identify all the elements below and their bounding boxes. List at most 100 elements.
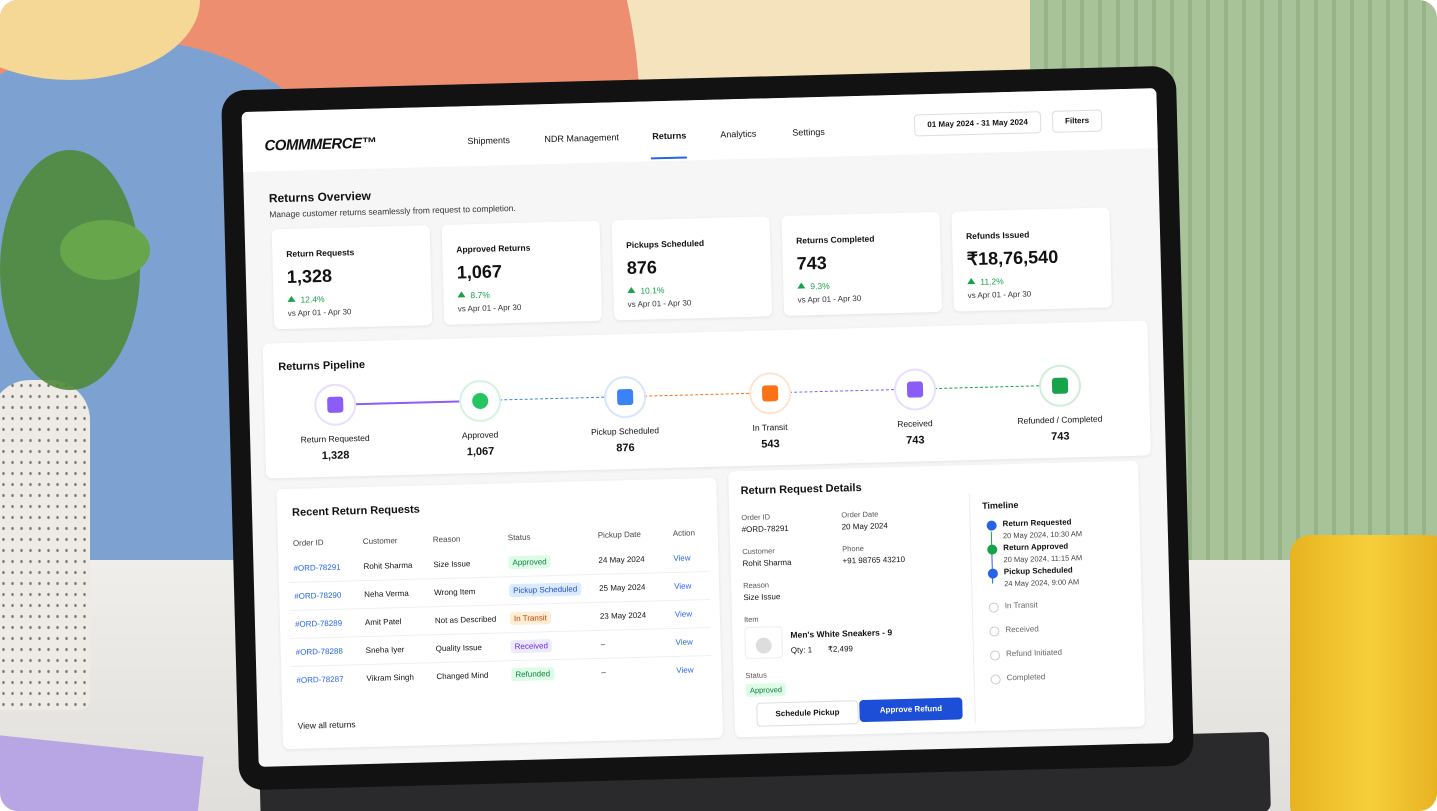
- item-image: [744, 626, 784, 660]
- kpi-change: 10.1%: [640, 285, 665, 296]
- kpi-compare: vs Apr 01 - Apr 30: [287, 307, 352, 318]
- timeline-label: Return Approved: [1003, 541, 1069, 553]
- timeline-label: Refund Initiated: [1005, 647, 1063, 659]
- status-badge: Refunded: [511, 667, 555, 682]
- kpi-label: Approved Returns: [456, 242, 531, 255]
- column-header: Action: [672, 528, 696, 538]
- field-value: +91 98765 43210: [842, 554, 906, 566]
- timeline-dot: [988, 602, 999, 613]
- pipeline-connector: [644, 392, 750, 397]
- order-link[interactable]: #ORD-78287: [296, 674, 344, 685]
- details-panel: Return Request Details Order ID #ORD-78291…: [728, 460, 1145, 738]
- stage-count: 743: [906, 434, 925, 447]
- timeline-time: 24 May 2024, 9:00 AM: [1004, 577, 1080, 589]
- timeline-label: Completed: [1006, 672, 1046, 683]
- row-divider: [288, 571, 709, 584]
- nav-item[interactable]: Shipments: [467, 135, 511, 147]
- pipeline-connector: [934, 385, 1040, 390]
- nav-item[interactable]: NDR Management: [544, 132, 620, 145]
- timeline-dot: [987, 544, 998, 555]
- row-divider: [289, 599, 710, 612]
- stage-label: Approved: [461, 429, 499, 441]
- kpi-card: Approved Returns 1,067 8.7% vs Apr 01 - Apr…: [441, 220, 603, 325]
- status-badge: In Transit: [509, 611, 551, 626]
- button[interactable]: Schedule Pickup: [756, 700, 859, 727]
- field-label: Status: [745, 670, 767, 681]
- section-title: Returns Overview: [268, 188, 372, 206]
- table-cell: Sneha Iyer: [365, 645, 405, 656]
- panel-title: Returns Pipeline: [278, 358, 366, 374]
- field-label: Order ID: [741, 512, 771, 523]
- timeline-dot: [989, 650, 1001, 661]
- column-header: Customer: [362, 536, 398, 547]
- stage-icon: [603, 375, 647, 419]
- timeline-dot: [986, 520, 997, 531]
- section-subtitle: Manage customer returns seamlessly from …: [269, 202, 516, 220]
- column-header: Order ID: [292, 538, 324, 548]
- laptop: COMMMERCE™ Shipments NDR Management Returns…: [221, 65, 1194, 791]
- timeline-dot: [990, 674, 1001, 685]
- item-name: Men's White Sneakers - 9: [790, 627, 893, 640]
- nav-item[interactable]: Analytics: [720, 128, 757, 140]
- column-header: Reason: [432, 534, 461, 545]
- kpi-value: 1,067: [456, 261, 503, 283]
- stage-count: 1,328: [321, 449, 350, 463]
- status-badge: Approved: [745, 683, 787, 698]
- pipeline-connector: [789, 389, 895, 393]
- kpi-change: 11.2%: [980, 276, 1004, 287]
- recent-panel: Recent Return Requests Order ID Customer Re…: [276, 477, 724, 750]
- mug: [1290, 535, 1437, 811]
- kpi-value: 876: [626, 257, 658, 279]
- panel-title: Return Request Details: [740, 481, 862, 498]
- stage-label: Received: [897, 418, 933, 430]
- nav-item[interactable]: Settings: [792, 126, 825, 138]
- timeline-label: Pickup Scheduled: [1003, 565, 1073, 577]
- stage-icon: [313, 383, 357, 427]
- kpi-arrow: [287, 295, 296, 302]
- column-header: Pickup Date: [597, 529, 642, 540]
- stage-icon: [748, 371, 792, 415]
- button[interactable]: Approve Refund: [859, 697, 963, 723]
- stage-count: 876: [616, 441, 635, 455]
- stage-label: In Transit: [752, 421, 788, 433]
- filters[interactable]: Filters: [1051, 109, 1103, 133]
- field-label: Phone: [842, 543, 865, 554]
- kpi-card: Returns Completed 743 9.3% vs Apr 01 - Apr …: [781, 211, 943, 316]
- view-link[interactable]: View: [676, 665, 694, 675]
- kpi-compare: vs Apr 01 - Apr 30: [797, 293, 862, 305]
- kpi-compare: vs Apr 01 - Apr 30: [627, 298, 692, 310]
- view-link[interactable]: View: [673, 553, 691, 563]
- kpi-label: Returns Completed: [795, 233, 875, 246]
- plant-pot: [0, 380, 90, 710]
- table-cell: Amit Patel: [364, 617, 402, 628]
- date-range[interactable]: 01 May 2024 - 31 May 2024: [913, 111, 1042, 137]
- order-link[interactable]: #ORD-78288: [295, 646, 343, 657]
- leaf: [60, 220, 150, 280]
- view-link[interactable]: View: [675, 637, 693, 647]
- stage-glyph: [1051, 377, 1069, 394]
- table-cell: 25 May 2024: [599, 582, 646, 593]
- order-link[interactable]: #ORD-78291: [293, 562, 341, 573]
- kpi-value: ₹18,76,540: [966, 246, 1059, 270]
- status-badge: Approved: [508, 555, 551, 570]
- field-label: Customer: [742, 546, 775, 557]
- stage-icon: [1038, 364, 1082, 408]
- table-cell: 24 May 2024: [598, 554, 645, 565]
- order-link[interactable]: #ORD-78290: [294, 590, 342, 601]
- field-value: Rohit Sharma: [742, 557, 792, 569]
- stage-count: 743: [1051, 430, 1070, 444]
- row-divider: [290, 626, 711, 639]
- field-value: #ORD-78291: [741, 523, 789, 535]
- view-link[interactable]: View: [674, 609, 693, 619]
- stage-glyph: [906, 381, 924, 398]
- order-link[interactable]: #ORD-78289: [294, 618, 343, 629]
- view-all[interactable]: View all returns: [297, 719, 356, 731]
- kpi-compare: vs Apr 01 - Apr 30: [457, 302, 522, 314]
- kpi-arrow: [797, 282, 806, 289]
- kpi-arrow: [457, 291, 466, 298]
- table-cell: Rohit Sharma: [363, 560, 413, 572]
- nav-item[interactable]: Returns: [652, 130, 687, 142]
- view-link[interactable]: View: [674, 581, 692, 591]
- table-cell: –: [601, 667, 606, 677]
